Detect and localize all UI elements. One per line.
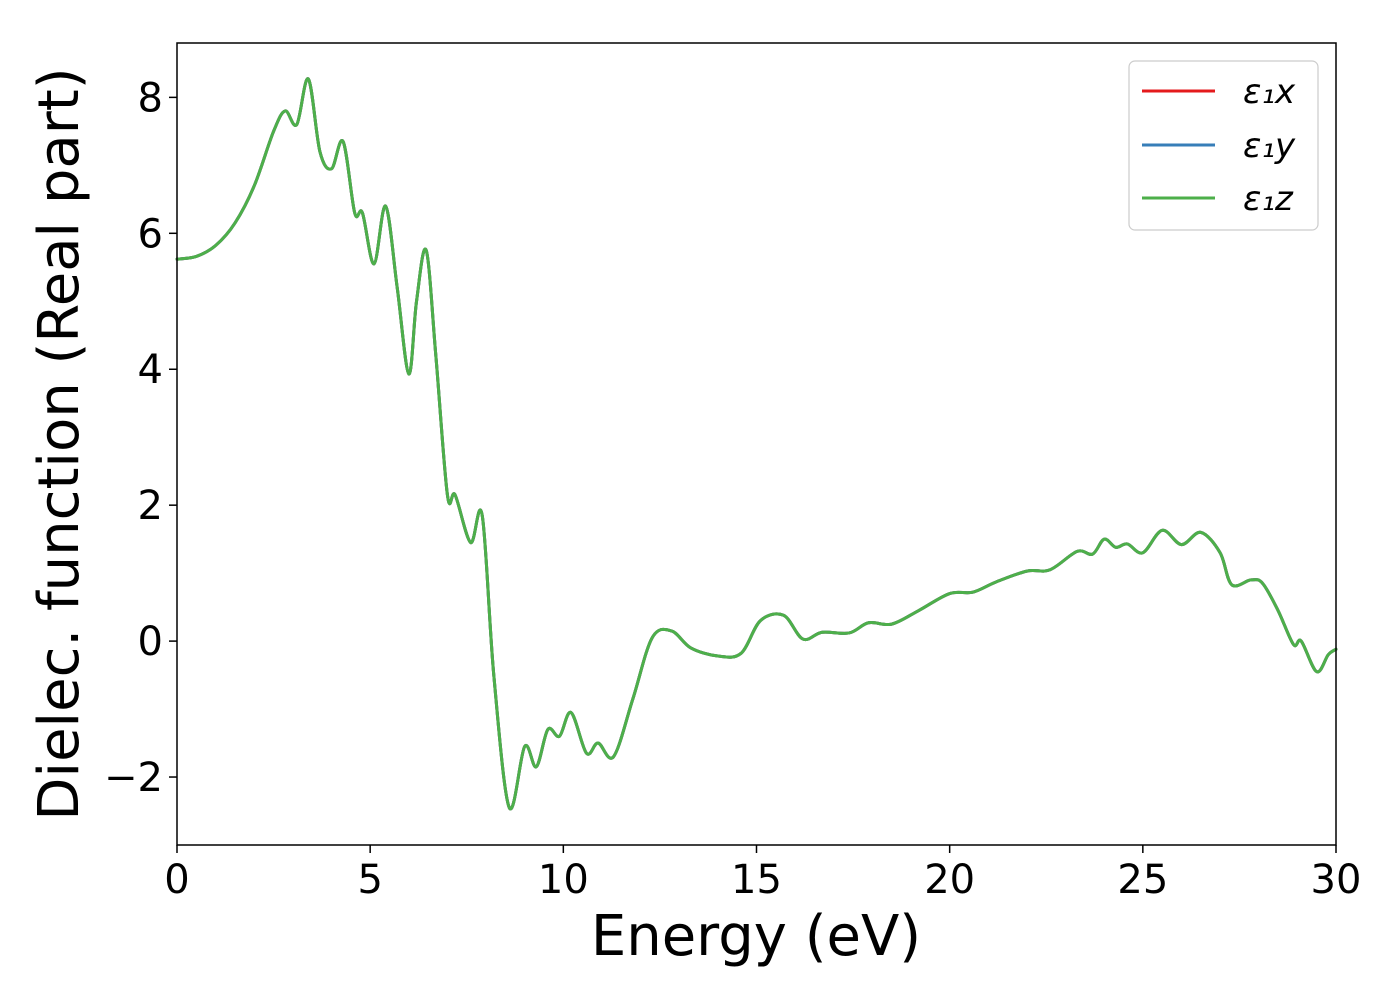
y-tick-label: 2	[138, 483, 163, 529]
legend: ε₁x ε₁y ε₁z	[1128, 60, 1319, 231]
legend-box	[1128, 60, 1319, 231]
y-tick-label: −2	[104, 755, 163, 801]
x-axis-ticks: 0 5 10 15 20 25 30	[164, 845, 1361, 903]
x-tick-label: 20	[924, 857, 975, 903]
x-tick-label: 0	[164, 857, 189, 903]
legend-label: ε₁y	[1243, 126, 1296, 166]
x-tick-label: 10	[538, 857, 589, 903]
x-tick-label: 30	[1311, 857, 1362, 903]
series-layer	[175, 77, 1338, 811]
x-axis-label: Energy (eV)	[591, 904, 921, 969]
series-line-3	[175, 77, 1338, 811]
y-axis-ticks: −2 0 2 4 6 8	[104, 75, 177, 801]
legend-label: ε₁z	[1243, 179, 1294, 219]
x-tick-label: 15	[731, 857, 782, 903]
y-tick-label: 6	[138, 211, 163, 257]
legend-label: ε₁x	[1243, 72, 1296, 112]
x-tick-label: 25	[1117, 857, 1168, 903]
y-tick-label: 8	[138, 75, 163, 121]
y-axis-label: Dielec. function (Real part)	[27, 67, 92, 820]
y-tick-label: 4	[138, 347, 163, 393]
y-tick-label: 0	[138, 619, 163, 665]
x-tick-label: 5	[357, 857, 382, 903]
